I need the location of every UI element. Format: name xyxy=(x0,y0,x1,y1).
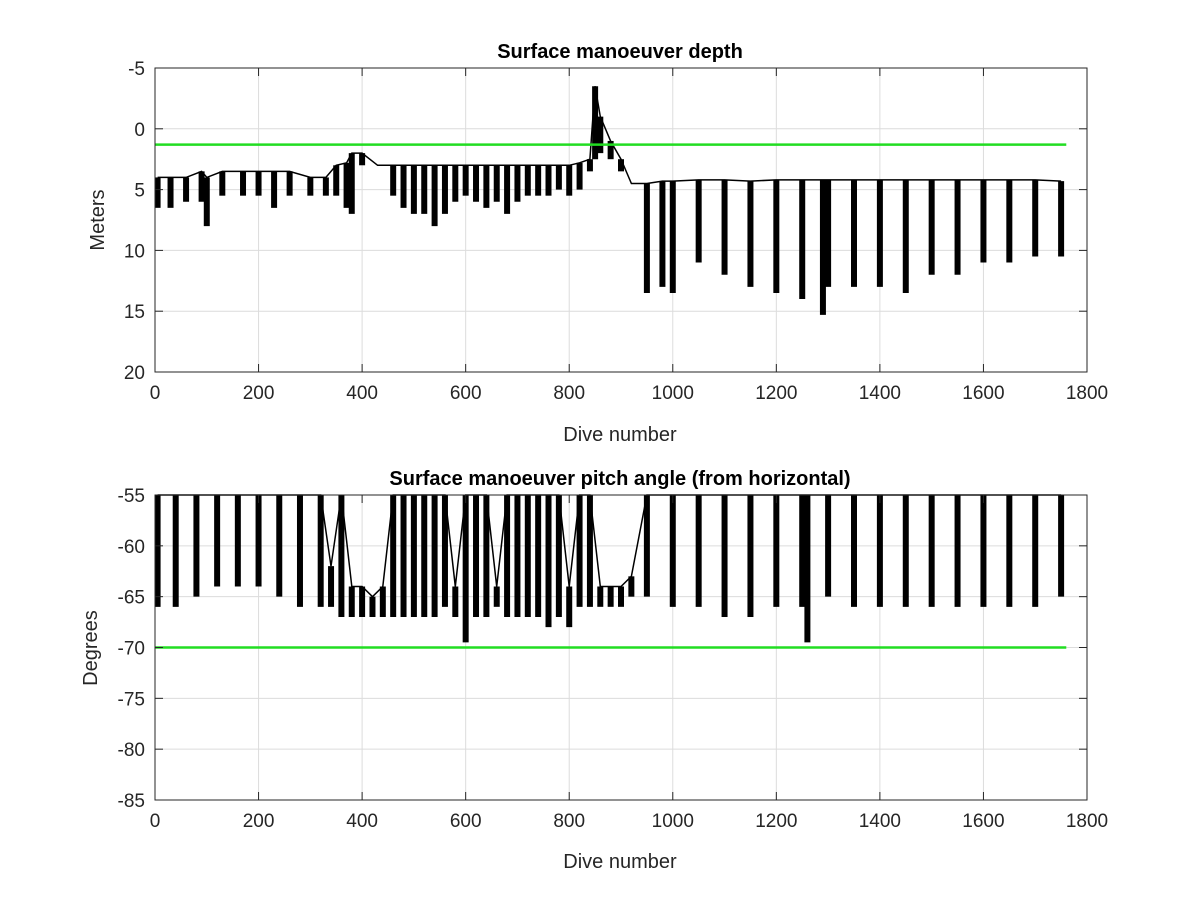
pitch-xtick-label: 400 xyxy=(346,811,378,832)
depth-ytick-label: 5 xyxy=(134,181,145,202)
depth-xtick-label: 1400 xyxy=(859,383,901,404)
pitch-xtick-label: 600 xyxy=(450,811,482,832)
pitch-ytick-label: -70 xyxy=(118,639,145,660)
pitch-panel: Surface manoeuver pitch angle (from hori… xyxy=(80,468,1108,873)
depth-ytick-label: 0 xyxy=(134,120,145,141)
pitch-ytick-label: -80 xyxy=(118,740,145,761)
depth-xtick-label: 1200 xyxy=(755,383,797,404)
pitch-xtick-label: 1600 xyxy=(962,811,1004,832)
depth-xtick-label: 200 xyxy=(243,383,275,404)
pitch-yaxis-label: Degrees xyxy=(80,610,102,686)
depth-xtick-label: 1600 xyxy=(962,383,1004,404)
pitch-ytick-label: -65 xyxy=(118,588,145,609)
pitch-xtick-label: 0 xyxy=(150,811,161,832)
depth-plot-title: Surface manoeuver depth xyxy=(497,41,743,63)
depth-xtick-label: 600 xyxy=(450,383,482,404)
pitch-xaxis-label: Dive number xyxy=(563,851,677,873)
depth-xtick-label: 400 xyxy=(346,383,378,404)
depth-xtick-label: 1000 xyxy=(652,383,694,404)
pitch-marks xyxy=(154,494,1067,649)
pitch-ytick-label: -85 xyxy=(118,791,145,812)
pitch-ytick-label: -75 xyxy=(118,689,145,710)
pitch-plot-title: Surface manoeuver pitch angle (from hori… xyxy=(389,468,850,490)
depth-axes-box xyxy=(154,67,1088,373)
pitch-xtick-label: 200 xyxy=(243,811,275,832)
depth-ytick-label: 15 xyxy=(124,302,145,323)
pitch-xtick-label: 1200 xyxy=(755,811,797,832)
depth-marks xyxy=(154,86,1067,315)
pitch-ytick-label: -60 xyxy=(118,537,145,558)
depth-xtick-label: 800 xyxy=(553,383,585,404)
pitch-axes: 0 200 400 600 800 1000 1200 1400 1600 1800 -55 -60 -… xyxy=(118,486,1109,832)
depth-panel: Surface manoeuver depth Dive number Mete… xyxy=(87,41,1108,446)
pitch-xtick-label: 1000 xyxy=(652,811,694,832)
pitch-xtick-label: 1800 xyxy=(1066,811,1108,832)
pitch-xtick-label: 1400 xyxy=(859,811,901,832)
depth-axes: 0 200 400 600 800 1000 1200 1400 1600 1800 -5 0 5 10 1… xyxy=(124,59,1108,404)
pitch-ytick-label: -55 xyxy=(118,486,145,507)
depth-xtick-label: 1800 xyxy=(1066,383,1108,404)
depth-ytick-label: -5 xyxy=(128,59,145,80)
depth-yaxis-label: Meters xyxy=(87,189,109,250)
depth-xtick-label: 0 xyxy=(150,383,161,404)
depth-ytick-label: 10 xyxy=(124,241,145,262)
depth-xaxis-label: Dive number xyxy=(563,424,677,446)
pitch-xtick-label: 800 xyxy=(553,811,585,832)
depth-ytick-label: 20 xyxy=(124,363,145,384)
